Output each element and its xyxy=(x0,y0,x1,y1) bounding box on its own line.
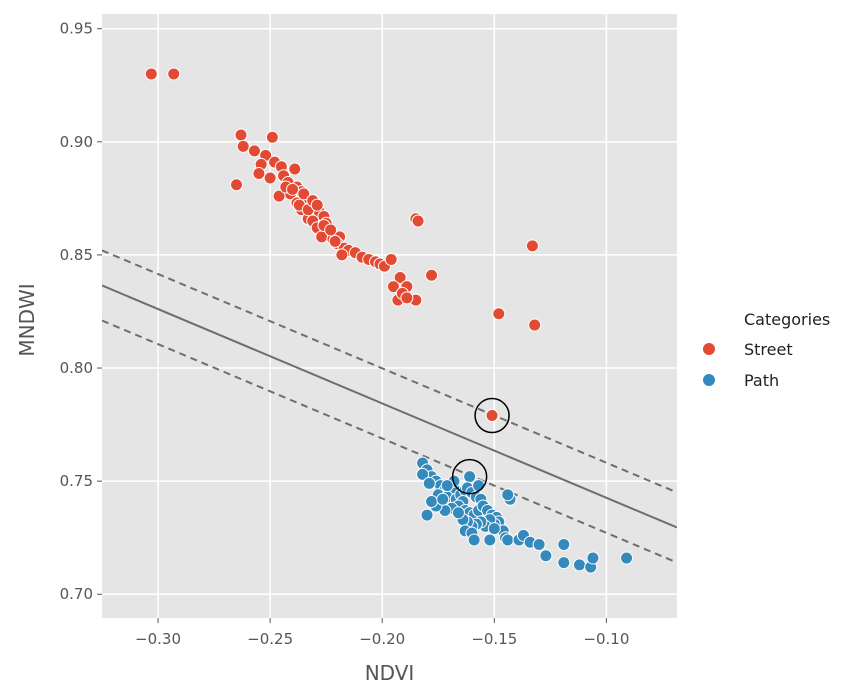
path-point xyxy=(472,479,486,493)
street-point xyxy=(335,248,349,262)
street-point xyxy=(252,166,266,180)
street-point xyxy=(286,182,300,196)
y-axis-label: MNDWI xyxy=(15,283,39,356)
highlighted-points xyxy=(451,397,510,495)
legend-label-street: Street xyxy=(744,340,793,359)
x-tick-label: −0.30 xyxy=(135,630,181,648)
support-vector-marker xyxy=(474,397,510,434)
legend-entries: Street Path xyxy=(702,340,793,390)
plot-background xyxy=(102,14,677,618)
plot-area xyxy=(102,67,677,574)
legend-label-path: Path xyxy=(744,371,779,390)
street-point xyxy=(310,198,324,212)
y-tick-label: 0.70 xyxy=(60,585,93,603)
path-point xyxy=(467,533,481,547)
path-point xyxy=(416,467,430,481)
path-point xyxy=(557,537,571,551)
street-point xyxy=(485,409,499,423)
street-point xyxy=(144,67,158,81)
margin-line xyxy=(102,319,677,564)
path-point xyxy=(487,522,501,536)
decision-boundary-line xyxy=(102,284,677,529)
y-tick-label: 0.75 xyxy=(60,472,93,490)
street-point xyxy=(492,307,506,321)
data-points xyxy=(144,67,634,574)
street-point xyxy=(528,318,542,332)
street-point xyxy=(393,271,407,285)
street-point xyxy=(324,223,338,237)
path-point xyxy=(557,556,571,570)
street-point xyxy=(297,187,311,201)
legend-marker-path xyxy=(702,373,716,387)
street-point xyxy=(234,128,248,142)
legend-title: Categories xyxy=(744,310,830,329)
x-axis-ticks: −0.30 −0.25 −0.20 −0.15 −0.10 xyxy=(135,618,629,648)
y-axis-ticks: 0.70 0.75 0.80 0.85 0.90 0.95 xyxy=(60,20,102,603)
y-tick-label: 0.95 xyxy=(60,20,93,38)
street-point xyxy=(425,268,439,282)
street-point xyxy=(167,67,181,81)
x-tick-label: −0.10 xyxy=(583,630,629,648)
street-point xyxy=(328,234,342,248)
street-point xyxy=(400,291,414,305)
path-point xyxy=(436,492,450,506)
street-point xyxy=(247,144,261,158)
street-point xyxy=(411,214,425,228)
margin-line xyxy=(102,249,677,494)
path-point xyxy=(451,506,465,520)
path-point xyxy=(440,479,454,493)
y-tick-label: 0.80 xyxy=(60,359,93,377)
street-point xyxy=(265,130,279,144)
y-tick-label: 0.85 xyxy=(60,246,93,264)
street-point xyxy=(263,171,277,185)
path-point xyxy=(532,537,546,551)
path-point xyxy=(483,533,497,547)
x-tick-label: −0.25 xyxy=(247,630,293,648)
street-point xyxy=(288,162,302,176)
path-point xyxy=(422,476,436,490)
path-point xyxy=(420,508,434,522)
legend-marker-street xyxy=(702,342,716,356)
path-point xyxy=(425,494,439,508)
x-axis-label: NDVI xyxy=(365,661,415,685)
street-point xyxy=(272,189,286,203)
path-point xyxy=(620,551,634,565)
separating-lines xyxy=(102,249,677,564)
street-point xyxy=(386,280,400,294)
legend: Categories Street Path xyxy=(702,310,830,390)
street-point xyxy=(525,239,539,253)
path-point xyxy=(572,558,586,572)
path-point xyxy=(539,549,553,563)
street-point xyxy=(236,139,250,153)
support-vector-marker xyxy=(451,458,488,495)
path-point xyxy=(586,551,600,565)
x-tick-label: −0.15 xyxy=(471,630,517,648)
path-point xyxy=(501,488,515,502)
path-point xyxy=(501,533,515,547)
x-tick-label: −0.20 xyxy=(359,630,405,648)
street-point xyxy=(230,178,244,192)
path-point xyxy=(463,470,477,484)
y-tick-label: 0.90 xyxy=(60,133,93,151)
street-point xyxy=(384,252,398,266)
